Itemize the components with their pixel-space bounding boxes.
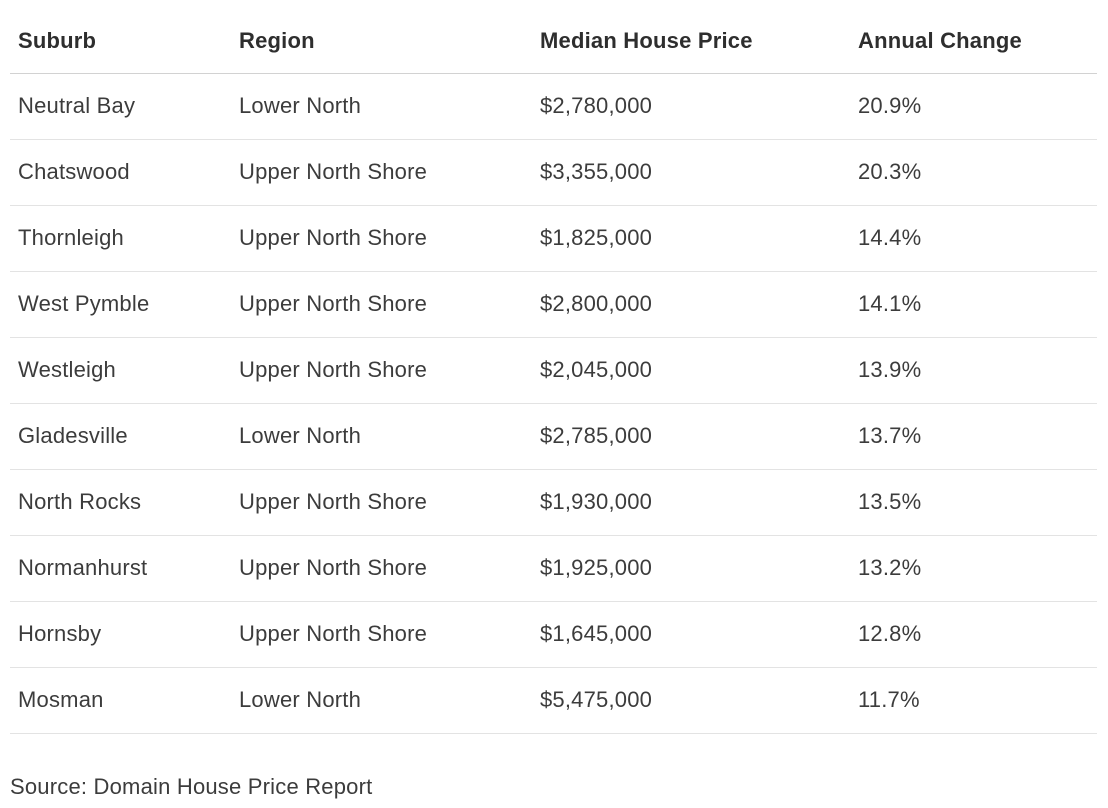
suburb-cell: Neutral Bay xyxy=(10,73,231,140)
table-row: Neutral Bay Lower North $2,780,000 20.9% xyxy=(10,73,1097,140)
price-cell: $2,800,000 xyxy=(532,271,850,338)
house-price-table: Suburb Region Median House Price Annual … xyxy=(10,0,1097,734)
price-cell: $2,780,000 xyxy=(532,73,850,140)
price-cell: $1,645,000 xyxy=(532,601,850,668)
source-note: Source: Domain House Price Report xyxy=(10,774,373,799)
suburb-cell: North Rocks xyxy=(10,469,231,536)
table-row: Westleigh Upper North Shore $2,045,000 13.9… xyxy=(10,337,1097,404)
price-cell: $5,475,000 xyxy=(532,667,850,734)
region-cell: Upper North Shore xyxy=(231,535,532,602)
region-cell: Upper North Shore xyxy=(231,337,532,404)
suburb-cell: Thornleigh xyxy=(10,205,231,272)
table-body: Neutral Bay Lower North $2,780,000 20.9% Cha… xyxy=(10,73,1097,734)
change-cell: 14.1% xyxy=(850,271,1097,338)
table-row: Mosman Lower North $5,475,000 11.7% xyxy=(10,667,1097,734)
change-cell: 20.3% xyxy=(850,139,1097,206)
region-cell: Upper North Shore xyxy=(231,271,532,338)
table-row: Hornsby Upper North Shore $1,645,000 12.8% xyxy=(10,601,1097,668)
price-cell: $1,930,000 xyxy=(532,469,850,536)
suburb-cell: Chatswood xyxy=(10,139,231,206)
region-cell: Upper North Shore xyxy=(231,139,532,206)
table-row: Gladesville Lower North $2,785,000 13.7% xyxy=(10,403,1097,470)
column-header-suburb: Suburb xyxy=(10,0,231,74)
change-cell: 12.8% xyxy=(850,601,1097,668)
suburb-cell: Mosman xyxy=(10,667,231,734)
price-cell: $3,355,000 xyxy=(532,139,850,206)
column-header-median-house-price: Median House Price xyxy=(532,0,850,74)
change-cell: 13.5% xyxy=(850,469,1097,536)
suburb-cell: West Pymble xyxy=(10,271,231,338)
price-cell: $1,925,000 xyxy=(532,535,850,602)
region-cell: Lower North xyxy=(231,73,532,140)
change-cell: 20.9% xyxy=(850,73,1097,140)
table-row: Chatswood Upper North Shore $3,355,000 20.3… xyxy=(10,139,1097,206)
change-cell: 13.7% xyxy=(850,403,1097,470)
suburb-cell: Normanhurst xyxy=(10,535,231,602)
change-cell: 14.4% xyxy=(850,205,1097,272)
suburb-cell: Westleigh xyxy=(10,337,231,404)
region-cell: Lower North xyxy=(231,403,532,470)
region-cell: Upper North Shore xyxy=(231,601,532,668)
table-row: North Rocks Upper North Shore $1,930,000 13… xyxy=(10,469,1097,536)
suburb-cell: Gladesville xyxy=(10,403,231,470)
table-row: West Pymble Upper North Shore $2,800,000 14… xyxy=(10,271,1097,338)
header-row: Suburb Region Median House Price Annual … xyxy=(10,0,1097,74)
suburb-cell: Hornsby xyxy=(10,601,231,668)
change-cell: 13.2% xyxy=(850,535,1097,602)
change-cell: 13.9% xyxy=(850,337,1097,404)
price-cell: $2,045,000 xyxy=(532,337,850,404)
region-cell: Lower North xyxy=(231,667,532,734)
column-header-annual-change: Annual Change xyxy=(850,0,1097,74)
region-cell: Upper North Shore xyxy=(231,205,532,272)
region-cell: Upper North Shore xyxy=(231,469,532,536)
column-header-region: Region xyxy=(231,0,532,74)
price-cell: $2,785,000 xyxy=(532,403,850,470)
table-row: Thornleigh Upper North Shore $1,825,000 14.… xyxy=(10,205,1097,272)
table-row: Normanhurst Upper North Shore $1,925,000 13… xyxy=(10,535,1097,602)
change-cell: 11.7% xyxy=(850,667,1097,734)
price-cell: $1,825,000 xyxy=(532,205,850,272)
